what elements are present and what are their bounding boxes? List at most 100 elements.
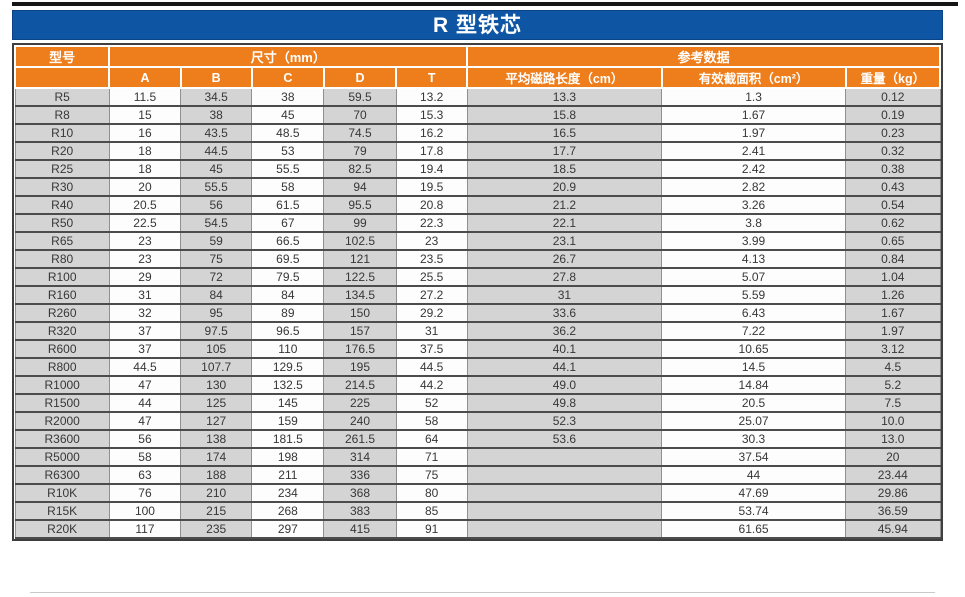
value-cell: 0.32 (845, 141, 941, 161)
model-cell: R8 (14, 105, 110, 125)
model-cell: R6300 (14, 465, 110, 485)
value-cell: 0.23 (845, 123, 941, 143)
table-row: R25 18 45 55.5 82.5 19.4 18.5 2.42 0.38 (14, 159, 941, 179)
value-cell: 45 (251, 105, 325, 125)
value-cell: 49.8 (466, 393, 663, 413)
table-row: R20 18 44.5 53 79 17.8 17.7 2.41 0.32 (14, 141, 941, 161)
value-cell: 23.5 (395, 249, 468, 269)
value-cell: 415 (323, 519, 397, 539)
value-cell: 4.5 (845, 357, 941, 377)
table-row: R40 20.5 56 61.5 95.5 20.8 21.2 3.26 0.54 (14, 195, 941, 215)
model-cell: R5000 (14, 447, 110, 467)
value-cell: 76 (108, 483, 182, 503)
value-cell: 33.6 (466, 303, 663, 323)
value-cell: 7.22 (661, 321, 847, 341)
value-cell: 47.69 (661, 483, 847, 503)
value-cell: 48.5 (251, 123, 325, 143)
sub-header-row: A B C D T 平均磁路长度（cm） 有效截面积（cm²） 重量（kg） (13, 66, 942, 89)
value-cell: 3.12 (845, 339, 941, 359)
value-cell: 20.5 (661, 393, 847, 413)
value-cell: 150 (323, 303, 397, 323)
value-cell: 23 (395, 231, 468, 251)
table-row: R260 32 95 89 150 29.2 33.6 6.43 1.67 (14, 303, 941, 323)
value-cell: 23 (108, 231, 182, 251)
value-cell: 19.5 (395, 177, 468, 197)
value-cell: 55.5 (251, 159, 325, 179)
value-cell: 17.8 (395, 141, 468, 161)
col-header-effective-cross-section: 有效截面积（cm²） (660, 66, 847, 89)
value-cell: 0.62 (845, 213, 941, 233)
value-cell: 64 (395, 429, 468, 449)
model-cell: R160 (14, 285, 110, 305)
value-cell: 1.67 (661, 105, 847, 125)
value-cell: 30.3 (661, 429, 847, 449)
table-row: R30 20 55.5 58 94 19.5 20.9 2.82 0.43 (14, 177, 941, 197)
value-cell: 2.42 (661, 159, 847, 179)
table-header: 型号 尺寸（mm） 参考数据 A B C D T 平均磁路长度（cm） 有效截面… (13, 45, 942, 89)
col-group-reference-data: 参考数据 (466, 45, 941, 68)
value-cell: 26.7 (466, 249, 663, 269)
value-cell: 29.86 (845, 483, 941, 503)
table-row: R5000 58 174 198 314 71 37.54 20 (14, 447, 941, 467)
col-header-weight: 重量（kg） (844, 66, 942, 89)
value-cell: 20 (108, 177, 182, 197)
value-cell: 181.5 (251, 429, 325, 449)
value-cell: 82.5 (323, 159, 397, 179)
value-cell: 22.1 (466, 213, 663, 233)
value-cell: 85 (395, 501, 468, 521)
col-header-magnetic-path-length: 平均磁路长度（cm） (466, 66, 663, 89)
table-row: R160 31 84 84 134.5 27.2 31 5.59 1.26 (14, 285, 941, 305)
table-row: R2000 47 127 159 240 58 52.3 25.07 10.0 (14, 411, 941, 431)
value-cell: 2.41 (661, 141, 847, 161)
value-cell: 20.5 (108, 195, 182, 215)
value-cell: 89 (251, 303, 325, 323)
value-cell: 20 (845, 447, 941, 467)
model-cell: R65 (14, 231, 110, 251)
table-row: R320 37 97.5 96.5 157 31 36.2 7.22 1.97 (14, 321, 941, 341)
value-cell: 211 (251, 465, 325, 485)
value-cell: 37.5 (395, 339, 468, 359)
top-divider-line (12, 2, 958, 6)
value-cell: 3.8 (661, 213, 847, 233)
value-cell: 0.12 (845, 87, 941, 107)
value-cell: 3.26 (661, 195, 847, 215)
value-cell: 383 (323, 501, 397, 521)
value-cell: 18.5 (466, 159, 663, 179)
value-cell: 44 (661, 465, 847, 485)
value-cell: 99 (323, 213, 397, 233)
value-cell (466, 519, 663, 539)
value-cell: 107.7 (180, 357, 253, 377)
model-cell: R80 (14, 249, 110, 269)
value-cell: 235 (180, 519, 253, 539)
value-cell: 52 (395, 393, 468, 413)
datasheet: R 型铁芯 型号 尺寸（mm） 参考数据 A B C D T (12, 10, 943, 541)
col-header-b: B (179, 66, 253, 89)
model-cell: R20K (14, 519, 110, 539)
value-cell: 129.5 (251, 357, 325, 377)
value-cell: 38 (180, 105, 253, 125)
value-cell: 59 (180, 231, 253, 251)
value-cell: 29 (108, 267, 182, 287)
value-cell: 22.5 (108, 213, 182, 233)
model-cell: R15K (14, 501, 110, 521)
value-cell: 134.5 (323, 285, 397, 305)
value-cell: 240 (323, 411, 397, 431)
table-row: R80 23 75 69.5 121 23.5 26.7 4.13 0.84 (14, 249, 941, 269)
value-cell: 215 (180, 501, 253, 521)
table-row: R1500 44 125 145 225 52 49.8 20.5 7.5 (14, 393, 941, 413)
value-cell: 121 (323, 249, 397, 269)
value-cell: 74.5 (323, 123, 397, 143)
table-row: R65 23 59 66.5 102.5 23 23.1 3.99 0.65 (14, 231, 941, 251)
value-cell: 75 (180, 249, 253, 269)
table-row: R6300 63 188 211 336 75 44 23.44 (14, 465, 941, 485)
value-cell: 19.4 (395, 159, 468, 179)
value-cell: 23 (108, 249, 182, 269)
model-cell: R30 (14, 177, 110, 197)
value-cell: 40.1 (466, 339, 663, 359)
value-cell: 44.5 (108, 357, 182, 377)
value-cell: 58 (108, 447, 182, 467)
value-cell: 368 (323, 483, 397, 503)
value-cell: 43.5 (180, 123, 253, 143)
value-cell: 23.44 (845, 465, 941, 485)
value-cell: 0.19 (845, 105, 941, 125)
